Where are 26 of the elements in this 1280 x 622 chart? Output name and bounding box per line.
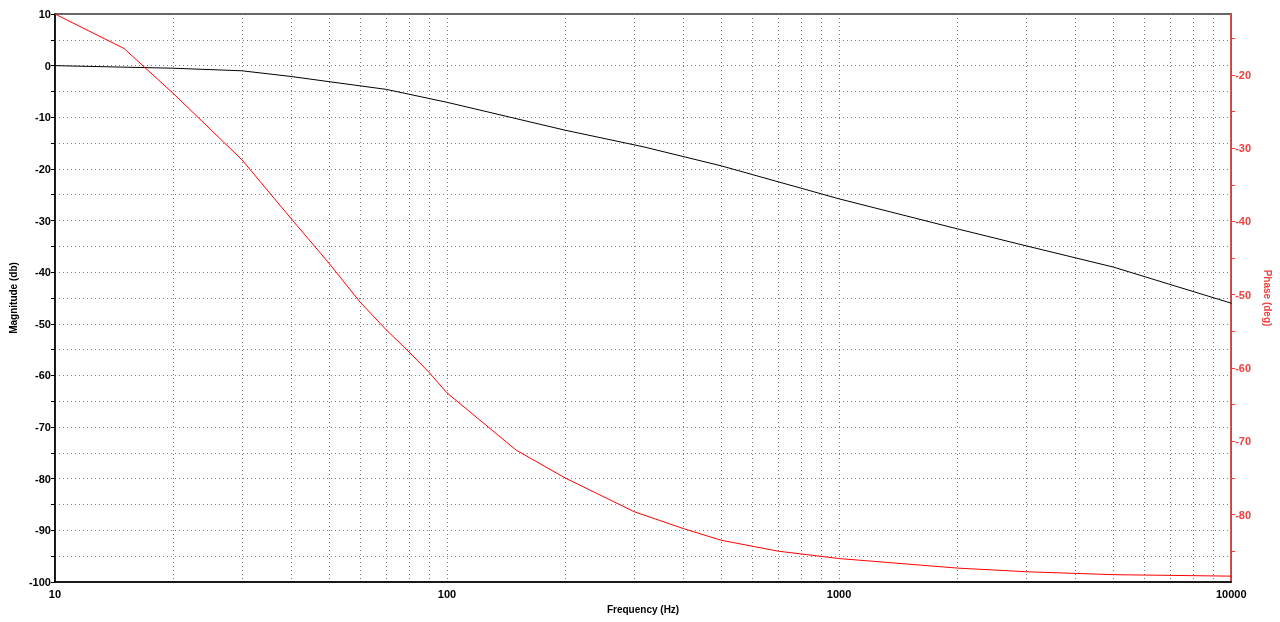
y2-tick-label: -60	[1235, 361, 1252, 374]
y-tick-label: 10	[38, 8, 51, 20]
y-tick-label: -20	[35, 162, 51, 175]
y-tick-label: -50	[35, 317, 51, 330]
y2-tick-label: -50	[1235, 288, 1252, 301]
y-tick-label: -100	[28, 576, 51, 588]
y-tick-label: -30	[35, 214, 51, 227]
y-axis-title: Magnitude (db)	[7, 262, 19, 334]
y2-tick-label: -80	[1235, 508, 1252, 521]
y-tick-label: -60	[35, 369, 51, 382]
y2-tick-label: -30	[1235, 142, 1252, 155]
y2-axis-title: Phase (deg)	[1261, 269, 1273, 327]
x-tick-label: 10000	[1215, 587, 1247, 600]
x-tick-label: 100	[437, 587, 457, 600]
y2-tick-label: -40	[1235, 215, 1252, 228]
x-tick-label: 1000	[826, 587, 852, 600]
y-tick-label: -70	[35, 421, 51, 434]
y2-tick-label: -20	[1235, 68, 1252, 81]
y-tick-label: -40	[35, 266, 51, 279]
y2-tick-label: -70	[1235, 435, 1252, 448]
y-tick-label: -10	[35, 111, 51, 124]
x-axis-title: Frequency (Hz)	[606, 603, 680, 615]
y-tick-label: -90	[35, 524, 51, 537]
y-tick-label: -80	[35, 472, 51, 485]
x-tick-label: 10	[48, 587, 62, 600]
y-tick-label: 0	[44, 59, 51, 72]
